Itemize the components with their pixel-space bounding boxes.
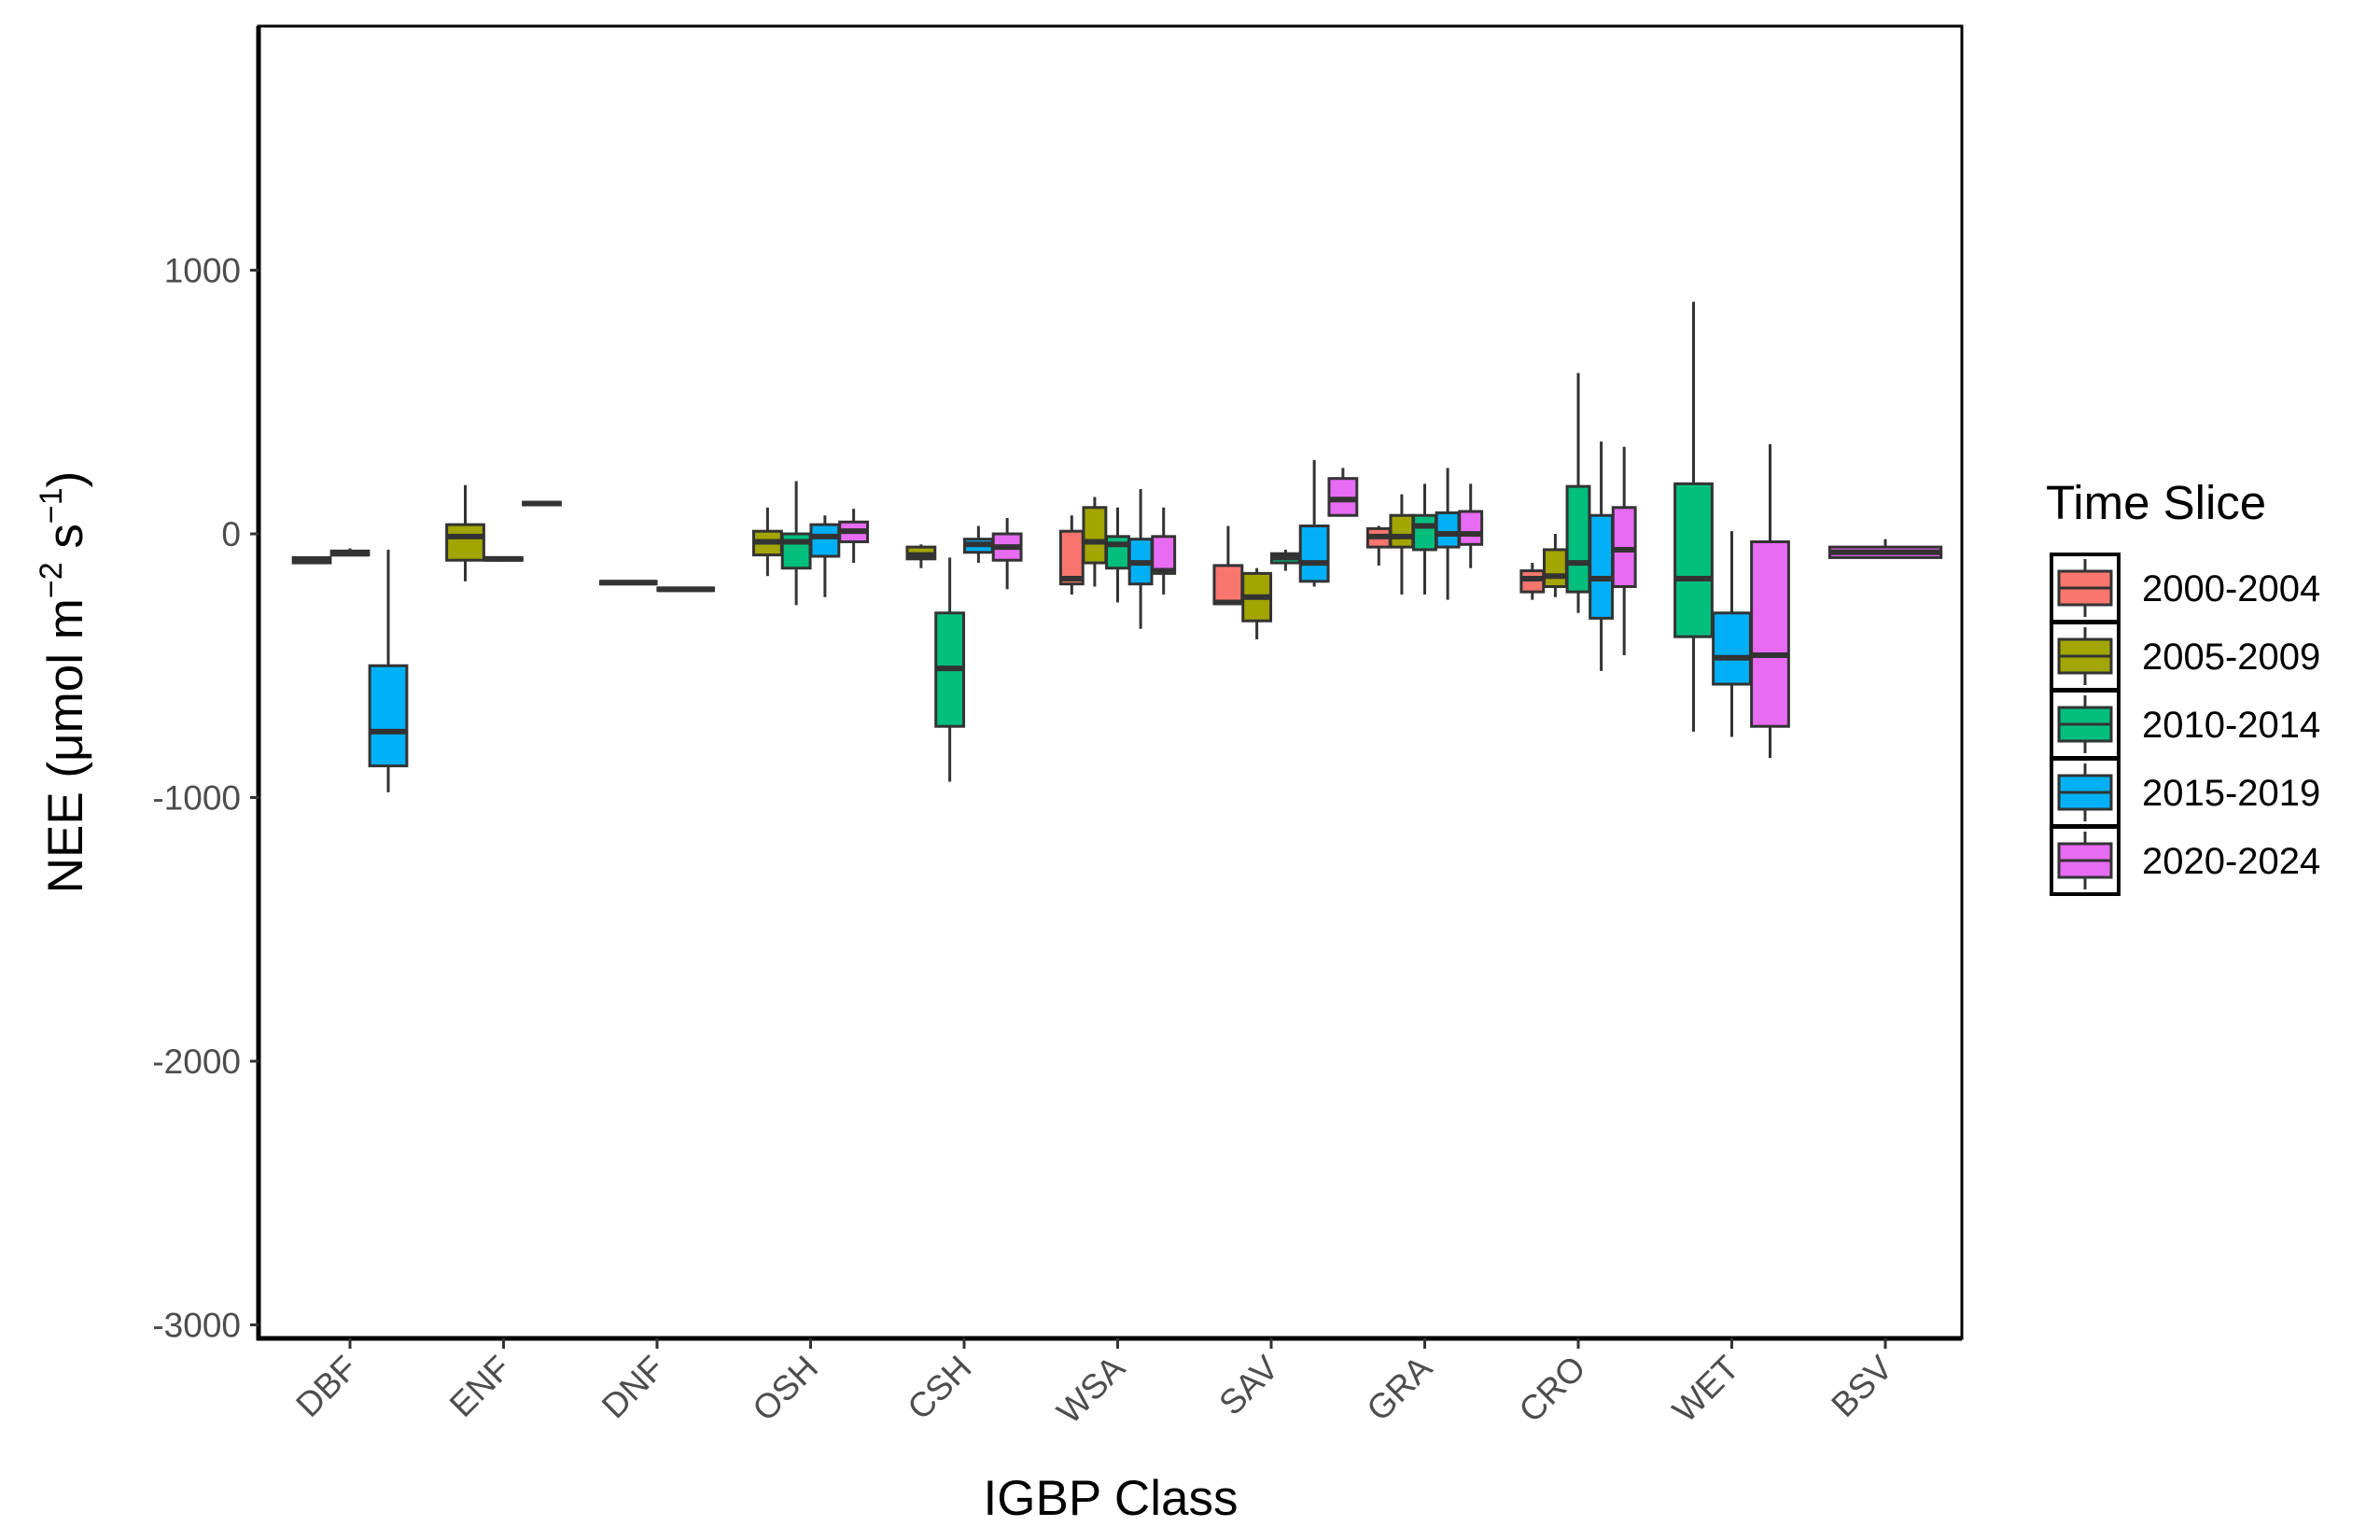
box-body — [1435, 511, 1461, 549]
y-tick-label: 1000 — [164, 252, 241, 290]
legend-item-2020-2024: 2020-2024 — [2050, 825, 2320, 896]
box-body — [809, 523, 841, 558]
legend-item-2015-2019: 2015-2019 — [2050, 757, 2320, 828]
box-body — [1082, 506, 1108, 565]
box-gra-2005-2009 — [1389, 494, 1415, 595]
legend-title: Time Slice — [2046, 476, 2266, 529]
box-body — [1565, 484, 1591, 594]
box-body — [1458, 510, 1484, 546]
box-enf-2015-2019 — [522, 500, 562, 507]
box-dbf-2005-2009 — [329, 548, 371, 557]
box-bsv-2020-2024 — [1827, 539, 1943, 559]
box-osh-2020-2024 — [838, 509, 870, 564]
box-enf-2005-2009 — [445, 484, 485, 581]
box-wet-2015-2019 — [1712, 531, 1752, 737]
box-body — [1712, 611, 1752, 686]
box-body — [1673, 482, 1714, 638]
box-csh-2020-2024 — [991, 518, 1023, 590]
legend-label: 2000-2004 — [2142, 568, 2320, 609]
y-axis-title-close: ) — [38, 471, 93, 488]
y-tick-label: -1000 — [152, 779, 241, 818]
box-cro-2020-2024 — [1611, 446, 1637, 655]
y-axis-title: NEE (μmol m−2 s−1) — [34, 471, 93, 894]
legend-label: 2005-2009 — [2142, 637, 2320, 678]
box-body — [1389, 513, 1415, 549]
legend-items: 2000-2004 2005-2009 2010-2014 2015-2019 2020… — [2050, 553, 2320, 896]
box-dnf-2000-2004 — [598, 580, 658, 586]
y-tick-label: 0 — [221, 515, 241, 553]
legend: Time Slice 2000-20042005-20092010-201420… — [2046, 476, 2320, 896]
box-cro-2005-2009 — [1542, 534, 1568, 597]
box-body — [368, 664, 409, 768]
box-osh-2010-2014 — [780, 481, 812, 606]
y-axis-title-unit: μmol m — [38, 598, 93, 762]
box-body — [1212, 564, 1244, 606]
box-dnf-2005-2009 — [656, 586, 716, 593]
box-wsa-2020-2024 — [1151, 507, 1177, 595]
box-osh-2015-2019 — [809, 515, 841, 597]
x-axis-title: IGBP Class — [984, 1471, 1239, 1526]
legend-item-2010-2014: 2010-2014 — [2050, 689, 2320, 760]
legend-item-2005-2009: 2005-2009 — [2050, 621, 2320, 692]
box-dbf-2015-2019 — [368, 549, 409, 792]
legend-label: 2020-2024 — [2142, 841, 2320, 882]
box-wet-2020-2024 — [1750, 443, 1790, 759]
y-tick-label: -3000 — [152, 1307, 241, 1345]
box-enf-2010-2014 — [483, 555, 524, 562]
y-tick-label: -2000 — [152, 1043, 241, 1081]
box-body — [1542, 548, 1568, 589]
boxes-layer — [291, 301, 1943, 792]
box-body — [1105, 535, 1130, 570]
box-wet-2010-2014 — [1673, 301, 1714, 732]
box-csh-2010-2014 — [934, 557, 966, 782]
legend-label: 2015-2019 — [2142, 773, 2320, 814]
y-axis: 1000 0 -1000 -2000 -3000 — [152, 252, 259, 1345]
box-body — [1298, 525, 1330, 583]
legend-label: 2010-2014 — [2142, 705, 2320, 746]
y-axis-title-exp1: −2 — [34, 562, 69, 598]
box-sav-2020-2024 — [1327, 468, 1359, 517]
box-body — [1589, 513, 1615, 620]
y-axis-title-exp2: −1 — [34, 487, 69, 524]
box-body — [1412, 513, 1437, 552]
box-csh-2005-2009 — [905, 544, 937, 568]
box-gra-2020-2024 — [1458, 483, 1484, 568]
y-axis-title-main: NEE ( — [38, 762, 93, 894]
box-gra-2010-2014 — [1412, 483, 1437, 595]
box-sav-2005-2009 — [1241, 567, 1273, 639]
box-body — [445, 523, 485, 562]
y-axis-title-s: s — [38, 524, 93, 562]
box-dbf-2000-2004 — [291, 555, 332, 565]
box-body — [1750, 539, 1790, 728]
box-sav-2015-2019 — [1298, 459, 1330, 587]
box-body — [1151, 535, 1177, 575]
